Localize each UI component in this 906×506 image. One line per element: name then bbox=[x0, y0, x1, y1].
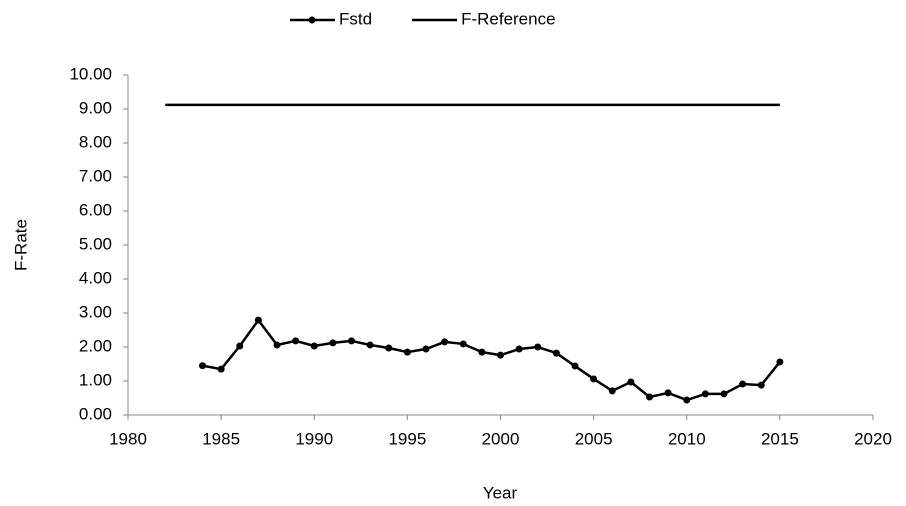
data-point bbox=[441, 338, 449, 346]
data-point bbox=[571, 362, 579, 370]
data-point bbox=[385, 344, 393, 352]
data-point bbox=[757, 381, 765, 389]
data-point bbox=[720, 390, 728, 398]
x-tick-label: 1980 bbox=[109, 429, 147, 448]
data-point bbox=[254, 316, 262, 324]
y-tick-label: 5.00 bbox=[79, 234, 112, 253]
data-point bbox=[403, 348, 411, 356]
y-tick-label: 4.00 bbox=[79, 268, 112, 287]
data-point bbox=[497, 351, 504, 359]
legend-label: Fstd bbox=[339, 9, 372, 28]
y-tick-label: 9.00 bbox=[79, 98, 112, 117]
data-point bbox=[310, 342, 318, 350]
x-tick-label: 2015 bbox=[761, 429, 799, 448]
data-point bbox=[329, 339, 337, 347]
data-point bbox=[590, 375, 598, 383]
data-point bbox=[366, 341, 374, 349]
x-tick-label: 2020 bbox=[854, 429, 892, 448]
y-tick-label: 7.00 bbox=[79, 166, 112, 185]
data-point bbox=[422, 345, 430, 353]
y-axis-title: F-Rate bbox=[11, 219, 30, 271]
data-point bbox=[739, 380, 747, 388]
data-point bbox=[515, 345, 523, 353]
x-tick-label: 1995 bbox=[388, 429, 426, 448]
y-tick-label: 1.00 bbox=[79, 370, 112, 389]
x-tick-label: 2000 bbox=[482, 429, 520, 448]
data-point bbox=[273, 341, 281, 349]
y-tick-label: 10.00 bbox=[69, 64, 112, 83]
data-point bbox=[459, 340, 467, 348]
legend-label: F-Reference bbox=[461, 9, 555, 28]
data-point bbox=[646, 393, 653, 401]
y-tick-label: 0.00 bbox=[79, 404, 112, 423]
series-line bbox=[202, 318, 781, 402]
x-tick-label: 2010 bbox=[668, 429, 706, 448]
data-point bbox=[478, 348, 486, 356]
data-point bbox=[664, 389, 672, 397]
data-point bbox=[236, 342, 244, 350]
data-point bbox=[199, 362, 206, 370]
y-tick-label: 8.00 bbox=[79, 132, 112, 151]
data-point bbox=[776, 358, 784, 366]
data-point bbox=[217, 365, 225, 373]
data-point bbox=[348, 337, 355, 345]
y-tick-label: 3.00 bbox=[79, 302, 112, 321]
data-point bbox=[627, 378, 635, 386]
legend-marker bbox=[308, 16, 316, 24]
data-point bbox=[608, 387, 616, 395]
x-axis-title: Year bbox=[483, 483, 518, 502]
x-tick-label: 2005 bbox=[575, 429, 613, 448]
x-tick-label: 1990 bbox=[295, 429, 333, 448]
y-tick-label: 2.00 bbox=[79, 336, 112, 355]
data-point bbox=[292, 337, 300, 345]
data-point bbox=[701, 390, 709, 398]
data-point bbox=[552, 349, 560, 357]
data-point bbox=[683, 396, 691, 404]
y-tick-label: 6.00 bbox=[79, 200, 112, 219]
data-point bbox=[534, 343, 542, 351]
x-tick-label: 1985 bbox=[202, 429, 240, 448]
